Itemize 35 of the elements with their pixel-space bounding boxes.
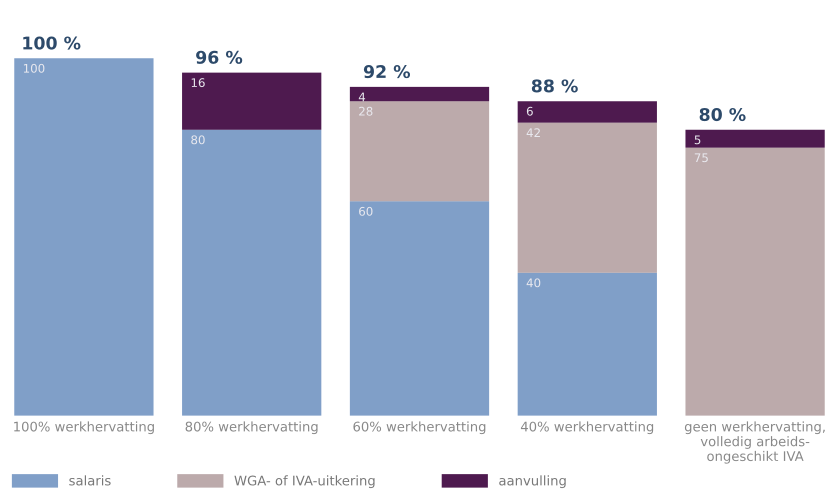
data-label: 80 xyxy=(191,135,205,144)
bar xyxy=(350,101,490,202)
x-tick-label: 60% werkhervatting xyxy=(353,421,486,434)
data-label: 60 xyxy=(359,206,372,216)
x-tick-label: 100% werkhervatting xyxy=(14,421,154,434)
data-label: 42 xyxy=(526,128,540,137)
total-label: 96 % xyxy=(196,50,242,64)
bar xyxy=(685,148,825,416)
data-label: 5 xyxy=(694,136,700,144)
data-label: 6 xyxy=(526,106,533,116)
data-label: 16 xyxy=(192,78,205,88)
total-label: 100 % xyxy=(23,36,80,50)
legend-label: WGA- of IVA-uitkering xyxy=(234,475,375,488)
bar xyxy=(685,130,825,148)
legend-label: aanvulling xyxy=(499,475,566,488)
data-label: 28 xyxy=(359,106,372,116)
legend-label: salaris xyxy=(69,475,111,486)
bar xyxy=(518,272,657,416)
x-tick-label: geen werkhervatting, volledig arbeids- ongeschikt IVA xyxy=(684,421,825,464)
bar xyxy=(350,86,490,102)
total-label: 92 % xyxy=(364,65,410,78)
data-label: 4 xyxy=(358,92,366,102)
data-label: 40 xyxy=(526,278,540,288)
total-label: 88 % xyxy=(532,79,578,92)
bar xyxy=(182,72,322,130)
bar xyxy=(182,130,322,416)
bar xyxy=(350,201,490,416)
data-label: 100 xyxy=(24,64,44,73)
x-tick-label: 40% werkhervatting xyxy=(520,421,654,434)
bar xyxy=(518,122,657,273)
bar xyxy=(14,58,154,416)
bar xyxy=(518,101,657,123)
x-tick-label: 80% werkhervatting xyxy=(186,421,318,434)
data-label: 75 xyxy=(694,153,708,162)
total-label: 80 % xyxy=(700,108,746,122)
